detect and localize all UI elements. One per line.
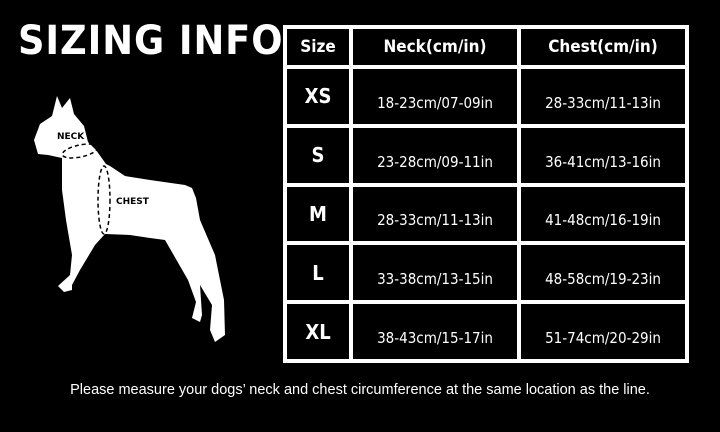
dog-silhouette — [34, 96, 225, 342]
page-title: SIZING INFO — [18, 18, 284, 64]
size-cell: L — [285, 243, 351, 303]
chest-cell: 48-58cm/19-23in — [519, 243, 687, 303]
size-cell: XS — [285, 67, 351, 126]
dog-silhouette-diagram: NECK CHEST — [34, 96, 225, 342]
table-row: XS 18-23cm/07-09in 28-33cm/11-13in — [285, 67, 687, 126]
chest-measure-line — [97, 165, 111, 235]
measurement-note: Please measure your dogs’ neck and chest… — [70, 382, 650, 398]
table-row: XL 38-43cm/15-17in 51-74cm/20-29in — [285, 302, 687, 361]
neck-cell: 18-23cm/07-09in — [351, 67, 519, 126]
table-header-row: Size Neck(cm/in) Chest(cm/in) — [285, 27, 687, 67]
neck-cell: 38-43cm/15-17in — [351, 302, 519, 361]
header-chest: Chest(cm/in) — [519, 27, 687, 67]
size-cell: M — [285, 184, 351, 244]
chest-cell: 41-48cm/16-19in — [519, 184, 687, 244]
neck-measure-line — [61, 143, 99, 159]
neck-cell: 23-28cm/09-11in — [351, 125, 519, 185]
table-row: M 28-33cm/11-13in 41-48cm/16-19in — [285, 184, 687, 244]
chest-cell: 51-74cm/20-29in — [519, 302, 687, 361]
neck-cell: 33-38cm/13-15in — [351, 243, 519, 303]
size-cell: S — [285, 125, 351, 185]
header-size: Size — [285, 27, 351, 67]
table-row: L 33-38cm/13-15in 48-58cm/19-23in — [285, 243, 687, 303]
table-row: S 23-28cm/09-11in 36-41cm/13-16in — [285, 125, 687, 185]
chest-cell: 28-33cm/11-13in — [519, 67, 687, 126]
chest-cell: 36-41cm/13-16in — [519, 125, 687, 185]
sizing-table: Size Neck(cm/in) Chest(cm/in) XS 18-23cm… — [283, 25, 689, 363]
neck-cell: 28-33cm/11-13in — [351, 184, 519, 244]
header-neck: Neck(cm/in) — [351, 27, 519, 67]
neck-label: NECK — [57, 132, 85, 142]
size-cell: XL — [285, 302, 351, 361]
chest-label: CHEST — [116, 197, 150, 207]
